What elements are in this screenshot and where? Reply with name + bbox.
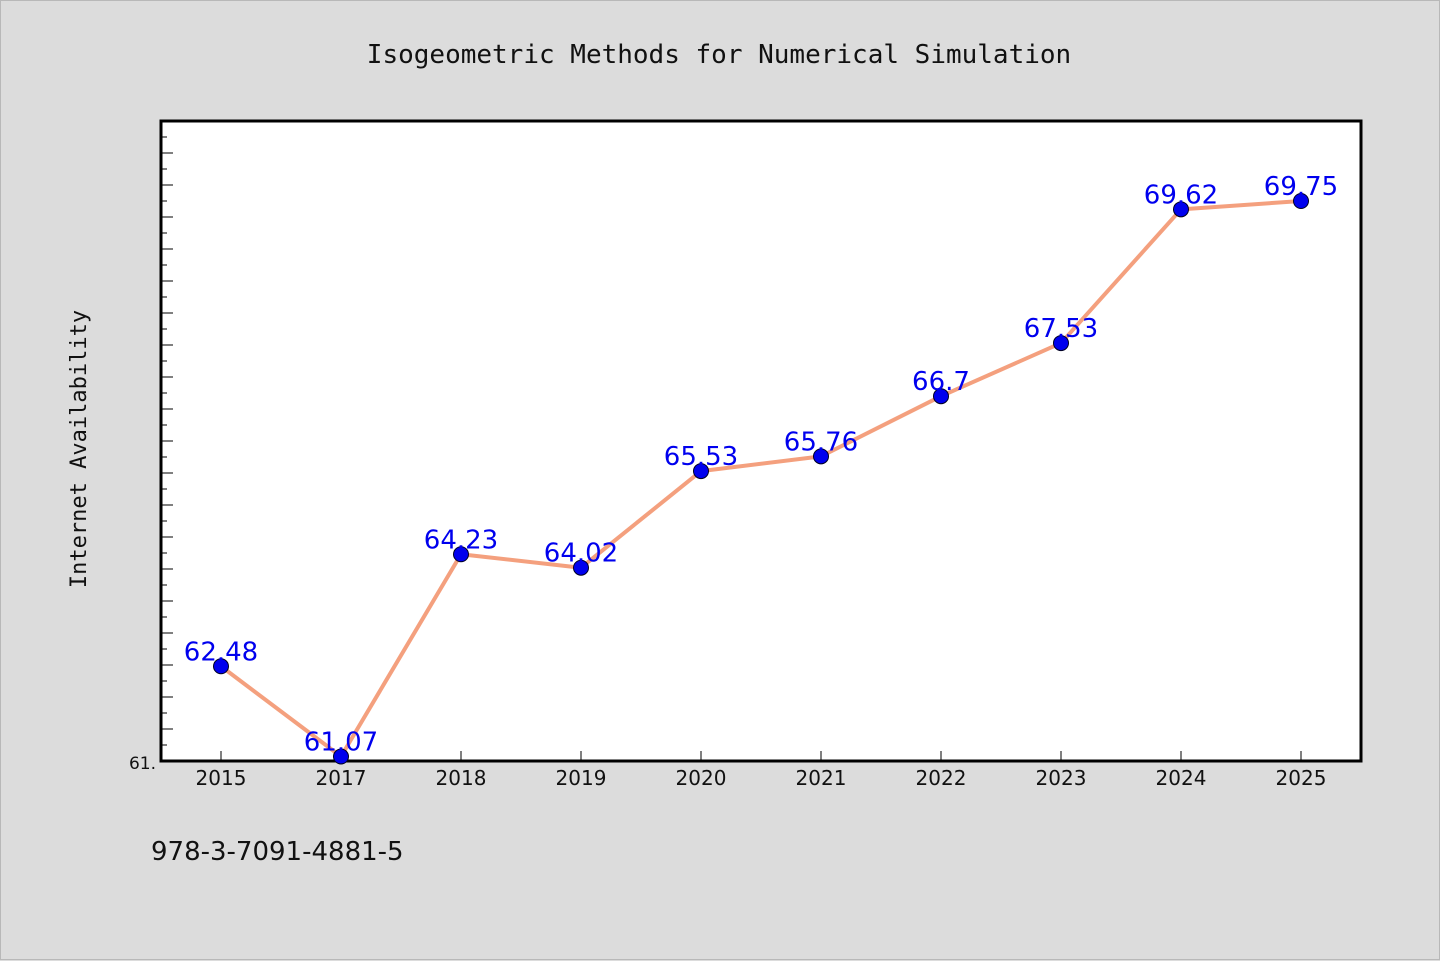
- data-point: [1293, 193, 1309, 209]
- y-axis-ticks: [161, 120, 173, 762]
- data-point: [1173, 201, 1189, 218]
- series-line-group: [219, 199, 1303, 759]
- data-label: 64.02: [544, 539, 618, 569]
- x-tick-label: 2020: [676, 766, 727, 790]
- x-tick-label: 2017: [316, 766, 367, 790]
- x-axis-ticks: 2015 2017 2018 2019 2020 2021 2022 2023 2024 2025: [196, 751, 1327, 790]
- x-tick-label: 2025: [1276, 766, 1327, 790]
- chart-title: Isogeometric Methods for Numerical Simul…: [367, 40, 1071, 70]
- data-label: 69.62: [1144, 180, 1218, 210]
- plot-area: [159, 119, 1363, 763]
- data-label: 64.23: [424, 525, 498, 555]
- data-point: [693, 463, 709, 480]
- data-label: 65.76: [784, 427, 858, 457]
- data-point: [1053, 335, 1069, 352]
- y-tick-label: 61.: [129, 754, 156, 774]
- y-axis-label: Internet Availability: [67, 310, 92, 588]
- data-label-group: 62.48 61.07 64.23 64.02 65.53 65.76 66.7 67.53 6…: [184, 172, 1338, 758]
- marker-group: [213, 193, 1309, 765]
- data-label: 69.75: [1264, 172, 1338, 202]
- x-tick-label: 2022: [916, 766, 967, 790]
- x-tick-label: 2019: [556, 766, 607, 790]
- data-label: 61.07: [304, 728, 378, 758]
- data-label: 65.53: [664, 442, 738, 472]
- x-tick-label: 2023: [1036, 766, 1087, 790]
- data-point: [453, 546, 469, 563]
- data-point: [213, 658, 229, 675]
- series-line: [219, 199, 1303, 759]
- data-point: [333, 748, 349, 765]
- data-point: [933, 388, 949, 405]
- data-label: 62.48: [184, 637, 258, 667]
- data-point: [573, 559, 589, 576]
- isbn-text: 978-3-7091-4881-5: [151, 837, 404, 867]
- x-tick-label: 2018: [436, 766, 487, 790]
- x-tick-label: 2015: [196, 766, 247, 790]
- data-point: [813, 448, 829, 465]
- x-tick-label: 2021: [796, 766, 847, 790]
- data-label: 66.7: [912, 367, 970, 397]
- data-label: 67.53: [1024, 314, 1098, 344]
- x-tick-label: 2024: [1156, 766, 1207, 790]
